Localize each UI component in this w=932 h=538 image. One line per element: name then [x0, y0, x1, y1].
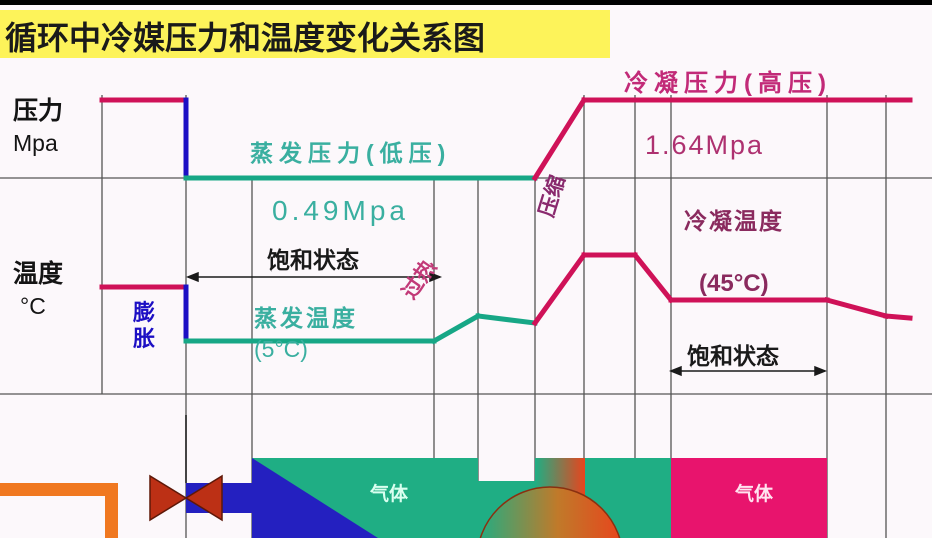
svg-text:气体: 气体	[734, 482, 774, 505]
svg-text:气体: 气体	[369, 482, 409, 505]
